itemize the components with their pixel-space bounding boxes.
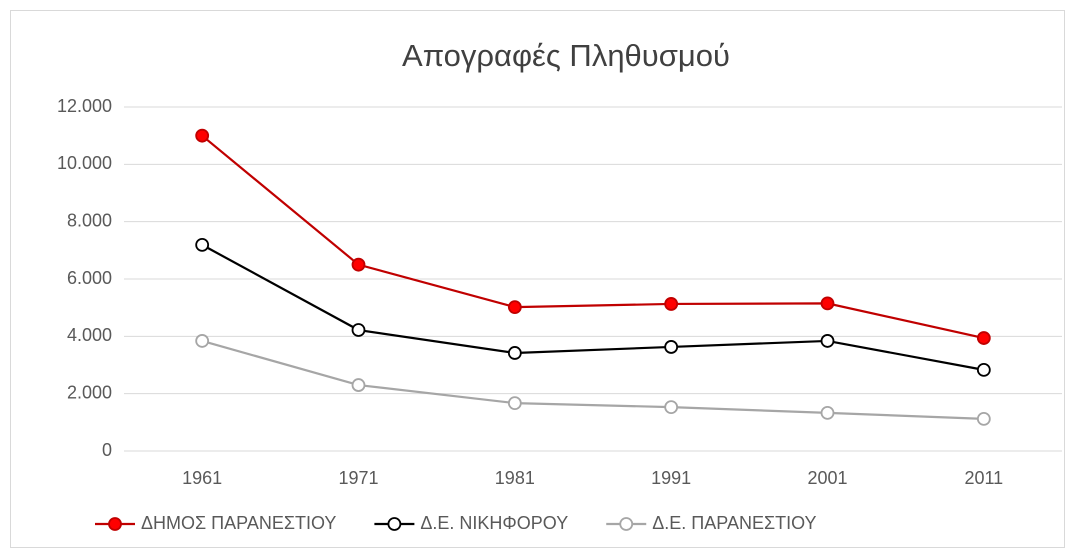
series-line [201, 243, 985, 371]
legend-marker [387, 517, 402, 531]
point-marker [976, 362, 991, 377]
point-marker [195, 128, 210, 143]
series-line [201, 134, 985, 340]
y-tick-label: 6.000 [67, 268, 112, 288]
legend-label: ΔΗΜΟΣ ΠΑΡΑΝΕΣΤΙΟΥ [141, 513, 336, 533]
x-tick-label: 2011 [964, 468, 1003, 488]
point-marker [976, 411, 991, 426]
y-tick-label: 2.000 [67, 382, 112, 402]
point-marker [664, 297, 679, 311]
point-marker [820, 296, 835, 311]
x-tick-label: 1981 [495, 468, 535, 488]
y-tick-label: 0 [102, 440, 112, 460]
x-tick-label: 1991 [651, 468, 691, 488]
chart-title: Απογραφές Πληθυσμού [402, 38, 730, 73]
x-tick-label: 1971 [338, 468, 378, 488]
y-tick-label: 8.000 [67, 210, 112, 230]
x-tick-label: 2001 [807, 468, 847, 488]
point-marker [351, 257, 366, 272]
point-marker [351, 378, 366, 392]
point-marker [507, 300, 522, 314]
legend-marker [619, 517, 634, 531]
legend-label: Δ.Ε. ΝΙΚΗΦΟΡΟΥ [420, 513, 568, 533]
point-marker [507, 396, 522, 411]
point-marker [820, 334, 835, 348]
legend-label: Δ.Ε. ΠΑΡΑΝΕΣΤΙΟΥ [652, 513, 816, 533]
legend-marker [108, 517, 122, 531]
point-marker [351, 323, 366, 337]
y-tick-label: 12.000 [57, 96, 112, 116]
y-tick-label: 4.000 [67, 325, 112, 345]
x-tick-label: 1961 [182, 468, 222, 488]
point-marker [195, 334, 210, 348]
series-line [201, 339, 984, 420]
point-marker [820, 405, 835, 420]
point-marker [195, 237, 210, 252]
point-marker [976, 331, 991, 345]
point-marker [664, 340, 679, 354]
point-marker [507, 346, 522, 360]
y-tick-label: 10.000 [57, 153, 112, 173]
point-marker [664, 400, 679, 415]
